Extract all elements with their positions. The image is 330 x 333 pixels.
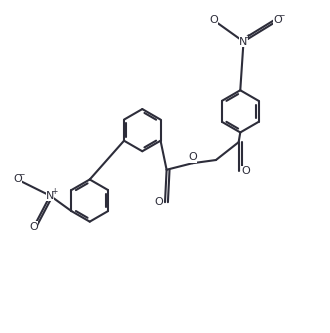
Text: O: O: [13, 174, 22, 184]
Text: +: +: [245, 33, 251, 42]
Text: O: O: [274, 16, 282, 26]
Text: N: N: [239, 37, 248, 47]
Text: O: O: [188, 153, 197, 163]
Text: O: O: [210, 16, 218, 26]
Text: −: −: [18, 170, 24, 179]
Text: −: −: [279, 11, 285, 20]
Text: O: O: [242, 166, 250, 176]
Text: O: O: [30, 221, 38, 231]
Text: +: +: [51, 187, 57, 196]
Text: N: N: [46, 191, 54, 201]
Text: O: O: [155, 197, 164, 207]
